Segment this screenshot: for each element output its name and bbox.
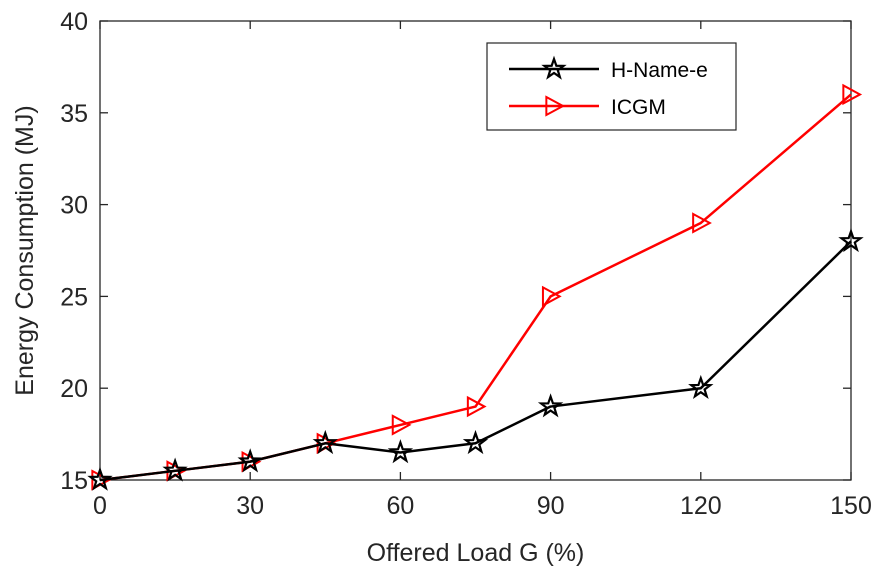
- x-tick-label: 30: [236, 492, 264, 520]
- y-axis-title: Energy Consumption (MJ): [11, 105, 39, 395]
- data-point: [237, 448, 263, 473]
- legend-marker: [545, 95, 566, 117]
- y-tick-label: 25: [60, 283, 88, 311]
- tick-labels: 0 30 60 90 120 150 15 20 25 30 35 40: [60, 8, 872, 520]
- legend-entry: ICGM: [509, 95, 666, 119]
- data-point: [87, 466, 113, 491]
- data-point: [537, 393, 564, 418]
- x-tick-label: 90: [537, 492, 565, 520]
- series-line: [99, 240, 852, 482]
- series-layer: [87, 83, 864, 491]
- data-point: [312, 429, 338, 455]
- data-point: [838, 227, 864, 253]
- data-point: [391, 414, 412, 436]
- legend: H-Name-e ICGM: [486, 42, 737, 131]
- y-tick-label: 35: [60, 100, 88, 128]
- data-point: [688, 374, 714, 400]
- x-tick-label: 60: [386, 492, 414, 520]
- y-tick-label: 40: [60, 8, 88, 36]
- data-point: [162, 457, 188, 482]
- x-tick-label: 120: [680, 492, 722, 520]
- data-point: [692, 212, 712, 234]
- legend-label: H-Name-e: [611, 59, 708, 82]
- legend-marker: [541, 55, 567, 80]
- data-point: [466, 395, 487, 418]
- legend-label: ICGM: [611, 96, 666, 119]
- legend-box: [486, 42, 737, 131]
- series-h-name-e: [87, 227, 864, 491]
- data-point: [462, 429, 489, 455]
- data-point: [387, 439, 414, 464]
- y-tick-label: 20: [60, 375, 88, 403]
- y-tick-label: 30: [60, 192, 88, 220]
- data-point: [842, 83, 863, 106]
- x-axis-title: Offered Load G (%): [367, 539, 585, 567]
- data-point: [541, 285, 562, 308]
- legend-entry: H-Name-e: [509, 55, 708, 82]
- y-tick-label: 15: [60, 467, 88, 495]
- x-tick-label: 150: [830, 492, 872, 520]
- x-tick-label: 0: [93, 492, 107, 520]
